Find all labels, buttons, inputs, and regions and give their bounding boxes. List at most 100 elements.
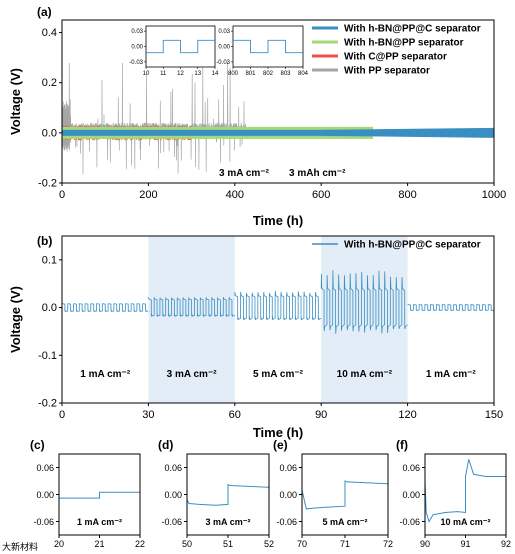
x-tick-label: 71 <box>340 539 350 549</box>
plot-area-small <box>302 480 388 510</box>
annotation-current-density: 3 mA cm⁻² <box>219 168 270 179</box>
series-line-b <box>320 270 408 334</box>
small-series-line <box>425 459 506 523</box>
y-tick-label: 0.00 <box>36 490 54 500</box>
y-axis-title-a: Voltage (V) <box>8 68 23 135</box>
legend-label-a: With PP separator <box>344 66 430 77</box>
x-tick-label: 90 <box>420 539 430 549</box>
x-tick-label: 600 <box>312 189 330 201</box>
inset-y-tick-label: 0.00 <box>131 45 143 51</box>
axes-frame-b <box>61 235 495 404</box>
y-tick-label: 0.06 <box>164 463 182 473</box>
x-tick-label: 200 <box>139 189 157 201</box>
y-tick-label: 0.0 <box>42 302 57 314</box>
plot-area-a <box>62 62 494 175</box>
inset-x-tick-label: 11 <box>160 71 167 77</box>
y-tick-label: 0.1 <box>42 254 57 266</box>
x-tick-label: 150 <box>485 409 503 421</box>
x-tick-label: 50 <box>182 539 192 549</box>
x-tick-label: 1000 <box>482 189 506 201</box>
segment-shade <box>148 236 235 403</box>
legend-label-b: With h-BN@PP@C separator <box>344 240 481 251</box>
segment-label: 1 mA cm⁻² <box>80 369 131 380</box>
small-series-line <box>302 480 388 510</box>
x-tick-label: 400 <box>226 189 244 201</box>
series-line-pp <box>62 62 246 175</box>
series-line-b <box>148 296 235 317</box>
inset-x-tick-label: 801 <box>245 71 256 77</box>
panel-label-a: (a) <box>37 5 52 19</box>
legend-label-a: With h-BN@PP@C separator <box>344 24 481 35</box>
small-series-line <box>187 483 269 506</box>
plot-area-small <box>425 459 506 523</box>
y-tick-label: 0.00 <box>279 490 297 500</box>
y-tick-label: -0.06 <box>161 517 182 527</box>
y-tick-label: -0.06 <box>33 517 54 527</box>
legend-label-a: With h-BN@PP separator <box>344 38 464 49</box>
x-tick-label: 60 <box>229 409 241 421</box>
y-tick-label: -0.06 <box>276 517 297 527</box>
x-tick-label: 20 <box>54 539 64 549</box>
x-tick-label: 22 <box>135 539 145 549</box>
small-panel-label: 10 mA cm⁻² <box>441 517 491 527</box>
segment-label: 5 mA cm⁻² <box>253 369 304 380</box>
inset-x-tick-label: 10 <box>143 71 150 77</box>
x-tick-label: 92 <box>501 539 511 549</box>
series-line-b <box>234 291 322 321</box>
small-series-line <box>59 491 140 499</box>
inset-x-tick-label: 14 <box>212 71 219 77</box>
x-tick-label: 0 <box>59 189 65 201</box>
y-tick-label: 0.06 <box>279 463 297 473</box>
watermark: 大新材料 <box>2 541 38 552</box>
plot-area-small <box>187 483 269 506</box>
small-panel-label: 5 mA cm⁻² <box>323 517 368 527</box>
inset-y-tick-label: -0.03 <box>129 60 143 66</box>
inset-line <box>146 39 215 54</box>
y-tick-label: 0.0 <box>42 127 57 139</box>
x-tick-label: 90 <box>315 409 327 421</box>
small-panel-label: 1 mA cm⁻² <box>77 517 122 527</box>
y-tick-label: -0.2 <box>38 178 57 190</box>
y-tick-label: 0.2 <box>42 77 57 89</box>
inset-x-tick-label: 12 <box>177 71 184 77</box>
series-line-b <box>407 304 494 311</box>
y-tick-label: 0.00 <box>164 490 182 500</box>
inset-line <box>233 39 303 54</box>
x-tick-label: 70 <box>297 539 307 549</box>
inset-x-tick-label: 804 <box>298 71 309 77</box>
x-tick-label: 0 <box>59 409 65 421</box>
legend-label-a: With C@PP separator <box>344 52 447 63</box>
y-tick-label: 0.06 <box>402 463 420 473</box>
panel-label-small: (d) <box>158 438 173 452</box>
y-tick-label: 0.06 <box>36 463 54 473</box>
y-tick-label: -0.06 <box>399 517 420 527</box>
panel-label-b: (b) <box>37 234 52 248</box>
x-tick-label: 120 <box>398 409 416 421</box>
series-band-h-bn-pp-c <box>62 129 494 136</box>
x-tick-label: 91 <box>460 539 470 549</box>
x-tick-label: 72 <box>383 539 393 549</box>
y-tick-label: -0.1 <box>38 350 57 362</box>
y-axis-title-b: Voltage (V) <box>8 286 23 353</box>
segment-label: 3 mA cm⁻² <box>167 369 218 380</box>
x-tick-label: 21 <box>94 539 104 549</box>
segment-label: 1 mA cm⁻² <box>426 369 477 380</box>
x-axis-title-a: Time (h) <box>253 213 303 228</box>
segment-label: 10 mA cm⁻² <box>337 369 393 380</box>
inset-x-tick-label: 800 <box>228 71 239 77</box>
x-tick-label: 800 <box>398 189 416 201</box>
small-panel-label: 3 mA cm⁻² <box>206 517 251 527</box>
x-tick-label: 52 <box>264 539 274 549</box>
inset-x-tick-label: 803 <box>280 71 291 77</box>
y-tick-label: 0.4 <box>42 27 57 39</box>
plot-area-small <box>59 491 140 499</box>
axes-frame-a <box>61 19 495 184</box>
series-line-b <box>62 303 149 312</box>
y-tick-label: -0.2 <box>38 398 57 410</box>
x-tick-label: 51 <box>223 539 233 549</box>
x-tick-label: 30 <box>142 409 154 421</box>
panel-label-small: (c) <box>30 438 45 452</box>
y-tick-label: 0.00 <box>402 490 420 500</box>
x-axis-title-b: Time (h) <box>253 425 303 440</box>
